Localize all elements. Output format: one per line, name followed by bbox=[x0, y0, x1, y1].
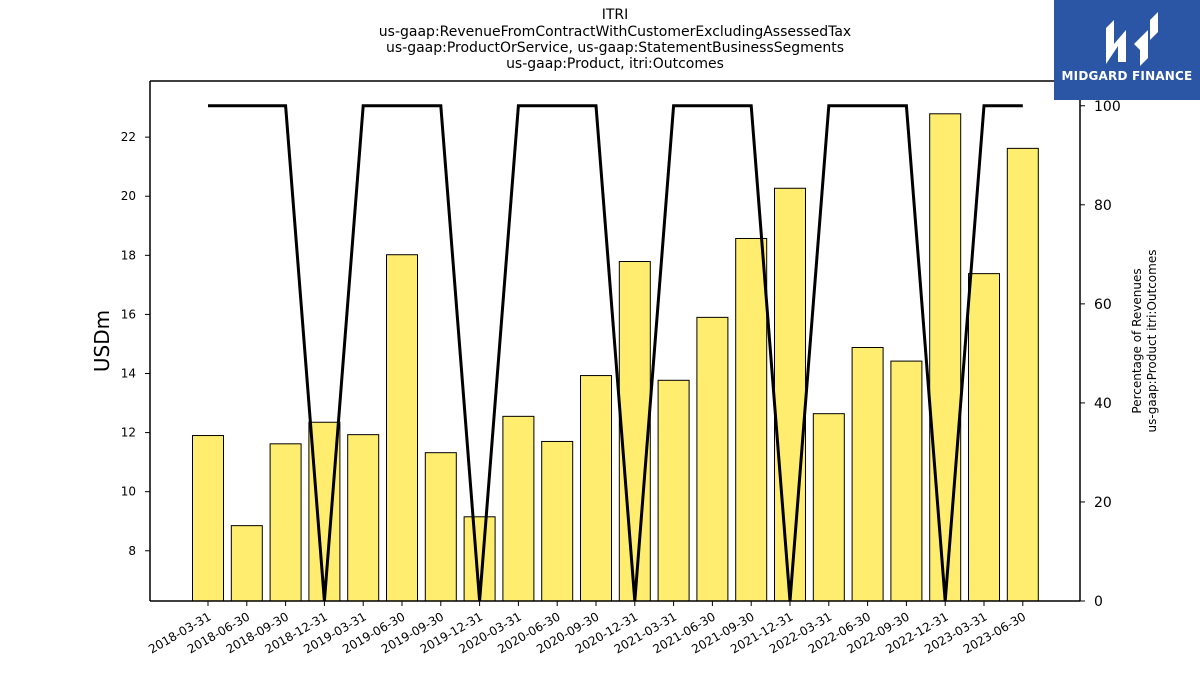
bar bbox=[347, 434, 380, 602]
bar bbox=[269, 443, 302, 602]
y-tick-label: 20 bbox=[121, 189, 136, 203]
title-line-1: ITRI bbox=[601, 7, 629, 23]
bar bbox=[812, 413, 845, 602]
bar bbox=[424, 452, 457, 602]
bar bbox=[541, 440, 574, 602]
bar bbox=[386, 254, 418, 602]
bar bbox=[890, 360, 923, 602]
y2-tick-label: 20 bbox=[1094, 495, 1112, 511]
bar bbox=[735, 237, 768, 602]
bar bbox=[929, 113, 962, 602]
y2-tick-label: 100 bbox=[1094, 99, 1121, 115]
bar bbox=[230, 525, 263, 602]
bar bbox=[192, 435, 224, 602]
percentage-line bbox=[208, 104, 1023, 602]
bar bbox=[618, 261, 651, 602]
y2-axis-label-line-2: us-gaap:Product itri:Outcomes bbox=[1145, 250, 1159, 433]
bar bbox=[502, 415, 535, 602]
y-tick-label: 16 bbox=[121, 307, 136, 321]
y2-tick-label: 40 bbox=[1094, 396, 1112, 412]
logo-text: MIDGARD FINANCE bbox=[1061, 69, 1193, 83]
bar bbox=[580, 375, 612, 602]
bar bbox=[851, 347, 884, 602]
title-line-2: us-gaap:RevenueFromContractWithCustomerE… bbox=[378, 24, 852, 40]
bar bbox=[696, 316, 729, 602]
y2-axis-label: Percentage of Revenues bbox=[1130, 268, 1144, 413]
title-line-3: us-gaap:ProductOrService, us-gaap:Statem… bbox=[385, 40, 844, 56]
midgard-finance-logo: MIDGARD FINANCE bbox=[1054, 0, 1200, 100]
y-tick-label: 22 bbox=[121, 130, 136, 144]
y-tick-label: 12 bbox=[121, 426, 136, 440]
bar bbox=[774, 187, 806, 602]
title-line-4: us-gaap:Product, itri:Outcomes bbox=[506, 56, 724, 72]
y2-tick-label: 0 bbox=[1094, 594, 1103, 610]
midgard-logo-icon bbox=[1106, 12, 1158, 66]
y-tick-label: 10 bbox=[121, 485, 136, 499]
y2-tick-label: 60 bbox=[1094, 297, 1112, 313]
y2-tick-label: 80 bbox=[1094, 198, 1112, 214]
bar bbox=[968, 273, 1000, 602]
y-tick-label: 8 bbox=[128, 544, 136, 558]
y-tick-label: 18 bbox=[121, 248, 136, 262]
y-tick-label: 14 bbox=[121, 367, 136, 381]
y-axis-label: USDm bbox=[90, 310, 114, 372]
bar bbox=[1006, 147, 1039, 602]
bar bbox=[657, 379, 690, 602]
